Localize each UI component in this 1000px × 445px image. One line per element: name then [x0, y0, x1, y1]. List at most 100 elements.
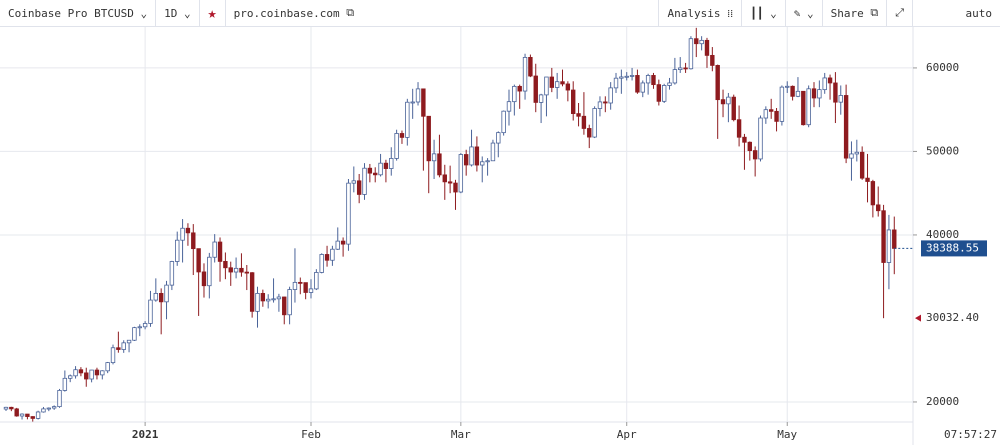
candle-body [389, 158, 394, 169]
candle-body [35, 411, 41, 419]
candle-body [827, 77, 833, 84]
candle-body [94, 369, 100, 376]
candle-body [378, 162, 383, 176]
analysis-text: Analysis [667, 6, 721, 20]
candle-body [196, 248, 201, 273]
candle-body [892, 229, 897, 249]
interval-text: 1D [164, 6, 178, 20]
candle-body [640, 82, 645, 93]
candle-body [437, 153, 442, 176]
low-marker-label: 30032.40 [926, 311, 979, 324]
candle-body [619, 76, 624, 79]
candle-body [833, 82, 838, 103]
candle-body [474, 146, 480, 166]
share[interactable]: Share ⧉ [821, 0, 887, 26]
x-tick-label: May [777, 428, 797, 441]
analysis[interactable]: Analysis ⁞⁞ [658, 0, 741, 26]
candle-body [645, 75, 651, 84]
candle-body [715, 65, 720, 101]
candle-body [319, 254, 324, 273]
candle-body [180, 227, 185, 241]
candle-body [581, 115, 587, 129]
candle-body [399, 133, 405, 138]
candle-body [506, 101, 512, 112]
y-tick-label: 20000 [926, 395, 959, 408]
candle-body [629, 75, 635, 77]
candle-body [132, 327, 137, 341]
candle-body [843, 95, 849, 159]
candle-body [249, 272, 255, 312]
candle-body [356, 180, 362, 195]
candle-body [260, 292, 266, 302]
candle-body [571, 89, 576, 114]
candle-body [137, 326, 142, 329]
candle-body [116, 347, 121, 350]
fullscreen[interactable]: ⤢ [886, 0, 912, 26]
candle-body [763, 109, 769, 119]
scale[interactable]: auto [912, 0, 1000, 26]
candle-body [726, 96, 731, 105]
candle-body [447, 181, 453, 184]
time-label: 07:57:27 [944, 428, 997, 441]
y-tick-label: 50000 [926, 144, 959, 157]
interval[interactable]: 1D ⌄ [156, 0, 200, 26]
candle-body [603, 101, 608, 104]
candle-body [148, 299, 153, 324]
candle-body [736, 119, 742, 138]
candle-body [383, 162, 389, 169]
last-price-label: 38388.55 [926, 241, 979, 254]
candle-body [142, 323, 148, 328]
candle-body [185, 227, 191, 234]
candle-body [207, 256, 212, 287]
candle-body [394, 133, 399, 159]
candle-body [340, 240, 346, 245]
candle-body [100, 370, 105, 376]
candle-body [469, 146, 474, 166]
site[interactable]: pro.coinbase.com ⧉ [233, 6, 355, 20]
candle-body [554, 81, 560, 88]
candle-body [367, 167, 373, 174]
toolbar: Coinbase Pro BTCUSD ⌄ 1D ⌄ ★ pro.coinbas… [0, 0, 1000, 27]
candle-body [62, 377, 68, 391]
candle-body [314, 272, 319, 290]
candle-body [694, 38, 699, 45]
candle-body [811, 88, 817, 99]
candle-body [287, 289, 292, 316]
draw[interactable]: ✎ ⌄ [784, 0, 822, 26]
candle-body [19, 413, 25, 417]
candle-body [635, 75, 640, 93]
candle-body [576, 113, 581, 117]
candle-body [84, 372, 89, 380]
candle-body [624, 75, 629, 78]
candle-body [169, 261, 175, 286]
site-text: pro.coinbase.com [233, 6, 340, 20]
candle-body [522, 56, 528, 92]
y-tick-label: 60000 [926, 61, 959, 74]
candle-body [51, 406, 57, 409]
chart-type[interactable]: ┃┃ ⌄ [741, 0, 785, 26]
favorite[interactable]: ★ [200, 0, 226, 26]
candle-body [453, 182, 458, 193]
symbol[interactable]: Coinbase Pro BTCUSD ⌄ [0, 0, 157, 26]
candle-body [442, 174, 447, 183]
candle-body [549, 76, 555, 88]
x-tick-label: Mar [451, 428, 471, 441]
candle-body [565, 83, 571, 91]
candle-body [592, 108, 597, 138]
scale-text: auto [965, 6, 993, 20]
y-tick-label: 40000 [926, 228, 959, 241]
candle-body [704, 39, 710, 56]
candle-body [512, 85, 517, 103]
candle-body [303, 282, 308, 293]
candle-body [683, 67, 688, 70]
candle-body [68, 375, 73, 379]
candle-body [849, 153, 854, 159]
low-marker [915, 314, 921, 322]
candle-body [228, 267, 233, 273]
candle-body [201, 271, 207, 287]
candle-body [308, 288, 314, 293]
candle-body [859, 151, 865, 179]
candle-body [426, 115, 431, 162]
